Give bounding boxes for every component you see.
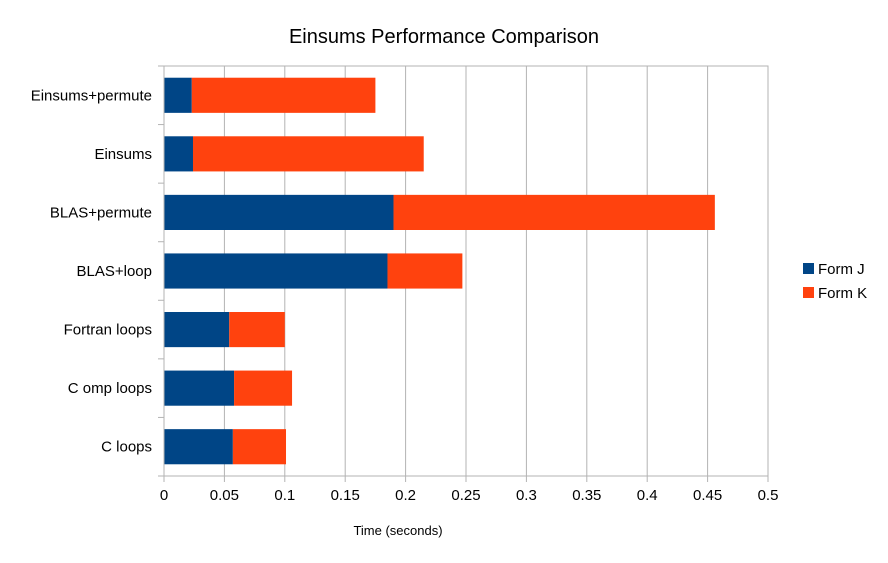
chart-title: Einsums Performance Comparison [289,26,599,48]
bar-form-j [164,253,388,289]
x-tick-label: 0.2 [395,487,416,504]
legend-label: Form K [818,285,867,302]
bar-form-k [232,429,287,465]
x-axis-title: Time (seconds) [353,523,442,538]
bar-form-k [191,77,376,113]
x-tick-label: 0.3 [516,487,537,504]
x-tick-label: 0.4 [637,487,658,504]
bar-form-k [387,253,463,289]
category-labels: C loops C omp loops Fortran loops BLAS+loop… [31,87,152,455]
bar-form-j [164,194,394,230]
x-tick-label: 0.15 [331,487,360,504]
plot-frame [163,65,769,477]
bar-form-k [229,312,285,348]
legend-swatch [803,263,814,274]
axes [158,65,769,477]
x-tick-label: 0.1 [274,487,295,504]
bar-form-j [164,312,230,348]
bar-form-k [393,194,715,230]
x-tick-label: 0.5 [758,487,779,504]
bar-form-j [164,136,193,172]
x-tick-label: 0.05 [210,487,239,504]
bars [164,77,715,465]
x-tick-labels: 0 0.05 0.1 0.15 0.2 0.25 0.3 0.35 0.4 0.45 0.5 [160,487,779,504]
category-label: BLAS+permute [50,204,152,221]
legend: Form J Form K [803,261,867,302]
x-tick-label: 0.35 [572,487,601,504]
x-tick-label: 0.25 [451,487,480,504]
bar-form-j [164,77,192,113]
category-label: BLAS+loop [77,263,152,280]
bar-form-k [192,136,424,172]
category-label: Einsums [94,146,152,163]
category-label: Fortran loops [64,322,152,339]
bar-form-j [164,429,233,465]
x-tick-label: 0 [160,487,168,504]
bar-form-j [164,370,235,406]
category-label: Einsums+permute [31,87,152,104]
legend-swatch [803,287,814,298]
x-tick-label: 0.45 [693,487,722,504]
category-label: C loops [101,439,152,456]
bar-form-k [234,370,293,406]
legend-label: Form J [818,261,865,278]
category-label: C omp loops [68,380,152,397]
